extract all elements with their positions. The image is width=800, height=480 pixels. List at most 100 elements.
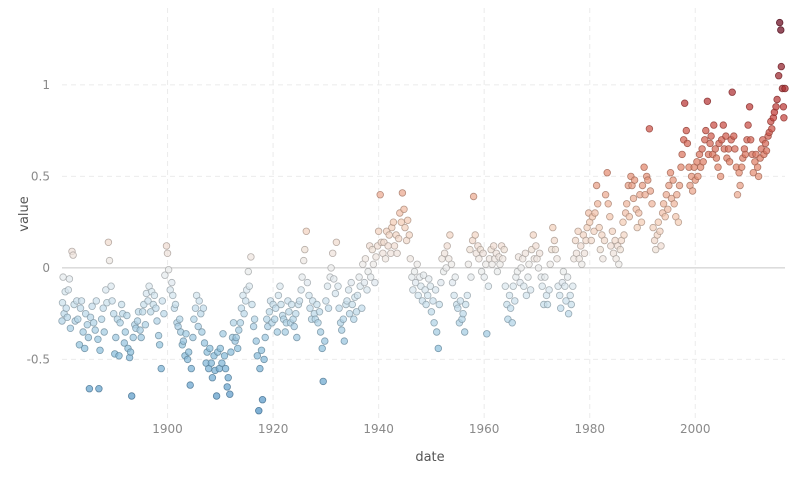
- data-point: [59, 273, 67, 281]
- data-point: [754, 172, 763, 181]
- data-point: [682, 126, 690, 135]
- data-point: [194, 322, 202, 331]
- data-point: [271, 315, 279, 323]
- data-point: [257, 346, 266, 354]
- data-point: [233, 344, 242, 353]
- data-point: [372, 253, 380, 261]
- data-point: [200, 339, 209, 347]
- data-point: [443, 242, 451, 250]
- data-point: [620, 231, 628, 239]
- data-point: [777, 26, 785, 34]
- data-point: [109, 310, 118, 318]
- data-point: [437, 278, 445, 287]
- data-point: [63, 313, 71, 321]
- data-point: [183, 355, 192, 364]
- data-point: [300, 256, 308, 265]
- data-point: [722, 132, 730, 140]
- data-point: [635, 209, 643, 217]
- data-point: [480, 273, 488, 281]
- data-point: [550, 236, 559, 245]
- data-point: [479, 249, 487, 257]
- data-point: [464, 260, 473, 268]
- data-point: [469, 192, 478, 201]
- data-point: [248, 300, 256, 309]
- data-point: [619, 218, 627, 226]
- data-point: [776, 18, 784, 27]
- data-point: [435, 300, 443, 309]
- data-point: [79, 328, 87, 336]
- data-point: [121, 328, 129, 336]
- data-point: [404, 216, 412, 224]
- data-point: [117, 300, 126, 309]
- data-point: [120, 339, 128, 347]
- data-point: [123, 311, 131, 320]
- data-point: [115, 352, 123, 360]
- data-point: [509, 282, 517, 290]
- data-point: [244, 267, 252, 276]
- data-point: [608, 227, 617, 235]
- data-point: [223, 383, 231, 391]
- data-point: [702, 126, 710, 135]
- data-point: [321, 337, 329, 345]
- data-point: [221, 364, 230, 373]
- data-point: [688, 187, 697, 195]
- data-point: [389, 218, 398, 226]
- data-point: [529, 231, 537, 239]
- data-point: [427, 308, 436, 316]
- data-point: [483, 330, 491, 338]
- data-point: [426, 282, 435, 290]
- data-point: [454, 304, 462, 312]
- data-point: [652, 245, 660, 254]
- data-point: [108, 297, 116, 305]
- data-point: [638, 181, 647, 190]
- data-point: [58, 299, 67, 307]
- data-point: [557, 304, 565, 312]
- data-point: [411, 278, 420, 287]
- data-point: [762, 147, 771, 155]
- data-point: [126, 348, 135, 356]
- data-point: [712, 154, 721, 162]
- y-tick-label: -0.5: [27, 352, 50, 366]
- data-point: [551, 245, 560, 254]
- data-point: [625, 212, 633, 221]
- data-point: [731, 145, 739, 153]
- data-point: [169, 291, 177, 300]
- data-point: [623, 200, 631, 208]
- data-point: [318, 344, 326, 353]
- data-point: [543, 300, 552, 309]
- data-point: [376, 190, 384, 199]
- data-point: [556, 291, 564, 300]
- data-point: [387, 249, 395, 257]
- data-point: [541, 273, 549, 281]
- data-point: [75, 341, 84, 349]
- data-point: [146, 308, 155, 316]
- data-point: [92, 297, 100, 305]
- data-point: [358, 304, 366, 312]
- data-point: [301, 245, 309, 254]
- data-point: [368, 245, 376, 254]
- data-point: [265, 308, 274, 316]
- data-point: [665, 181, 673, 190]
- data-point: [105, 256, 114, 265]
- data-point: [644, 176, 652, 184]
- data-point: [179, 337, 188, 345]
- data-point: [64, 286, 72, 294]
- data-point: [559, 267, 568, 276]
- data-point: [116, 319, 124, 327]
- data-point: [595, 223, 603, 232]
- data-point: [567, 300, 575, 309]
- data-point: [406, 255, 414, 263]
- data-point: [224, 374, 232, 382]
- data-point: [716, 172, 725, 181]
- data-point: [247, 253, 255, 261]
- data-point: [164, 266, 173, 274]
- data-point: [88, 302, 96, 310]
- data-point: [281, 328, 289, 336]
- data-point: [490, 242, 498, 250]
- data-point: [456, 297, 465, 305]
- data-point: [447, 260, 456, 268]
- data-points: [58, 18, 789, 415]
- data-point: [596, 245, 604, 254]
- data-point: [191, 304, 200, 312]
